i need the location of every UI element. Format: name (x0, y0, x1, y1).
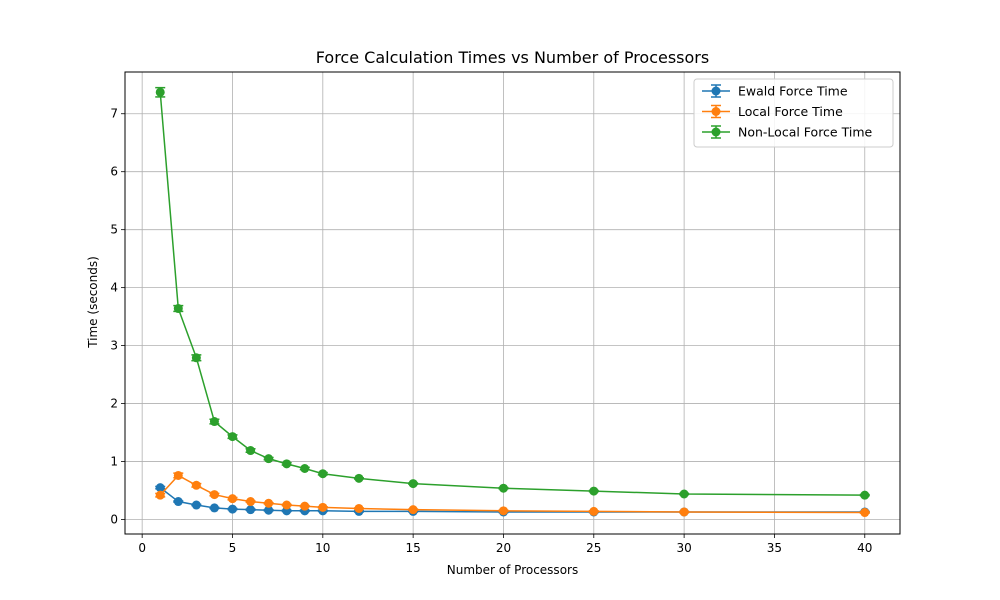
data-point (318, 502, 328, 512)
legend-box (693, 78, 894, 148)
data-point (264, 498, 274, 508)
data-point (860, 490, 870, 500)
legend-entry: Local Force Time (702, 104, 843, 119)
data-point (300, 501, 310, 511)
data-point (860, 508, 870, 518)
series-line (159, 474, 865, 514)
series-line (159, 92, 865, 496)
data-point (318, 469, 328, 479)
y-tick-label: 7 (110, 107, 118, 121)
data-point (173, 497, 183, 507)
legend-label: Ewald Force Time (738, 84, 848, 99)
data-point (589, 486, 599, 496)
legend-marker (711, 127, 721, 137)
data-point (191, 480, 201, 490)
data-point (264, 454, 274, 464)
series-2 (155, 86, 870, 500)
legend-label: Local Force Time (738, 104, 843, 119)
x-tick-label: 25 (586, 541, 601, 555)
data-point (246, 497, 256, 507)
chart-title: Force Calculation Times vs Number of Pro… (316, 48, 709, 67)
y-tick-label: 4 (110, 281, 118, 295)
data-point (264, 505, 274, 515)
x-tick-label: 15 (406, 541, 421, 555)
data-point (408, 505, 418, 515)
y-tick-label: 3 (110, 339, 118, 353)
y-tick-label: 2 (110, 397, 118, 411)
series-line (159, 487, 865, 513)
legend-label: Non-Local Force Time (738, 125, 872, 140)
data-point (354, 473, 364, 483)
data-point (679, 507, 689, 517)
legend-entry: Ewald Force Time (702, 84, 848, 99)
data-point (227, 494, 237, 504)
legend-entry: Non-Local Force Time (702, 125, 872, 140)
data-point (282, 500, 292, 510)
data-point (209, 417, 219, 427)
x-tick-label: 40 (857, 541, 872, 555)
x-tick-label: 35 (767, 541, 782, 555)
x-axis-label: Number of Processors (447, 563, 578, 577)
y-tick-label: 5 (110, 223, 118, 237)
data-point (173, 470, 183, 480)
y-tick-label: 6 (110, 165, 118, 179)
data-point (282, 459, 292, 469)
data-point (246, 505, 256, 515)
plot-frame (124, 71, 901, 535)
data-point (354, 503, 364, 513)
y-axis-label: Time (seconds) (86, 256, 100, 349)
data-point (173, 304, 183, 314)
x-tick-label: 10 (315, 541, 330, 555)
data-point (191, 500, 201, 510)
series-layer (155, 86, 870, 518)
data-point (227, 432, 237, 442)
data-point (498, 506, 508, 516)
data-point (155, 490, 165, 500)
x-tick-label: 5 (229, 541, 237, 555)
data-point (227, 504, 237, 514)
data-point (191, 353, 201, 363)
data-point (498, 483, 508, 493)
legend: Ewald Force Time Local Force Time Non-Loca… (693, 78, 894, 148)
x-tick-label: 30 (676, 541, 691, 555)
grid (125, 72, 900, 534)
series-1 (155, 470, 870, 518)
x-tick-label: 20 (496, 541, 511, 555)
data-point (155, 87, 165, 97)
data-point (679, 489, 689, 499)
data-point (209, 503, 219, 513)
data-point (155, 483, 165, 493)
axis-ticks: 0 5 10 15 20 25 30 35 40 0 1 2 3 4 5 6 7 (110, 107, 872, 555)
data-point (589, 506, 599, 516)
data-point (246, 446, 256, 456)
y-tick-label: 1 (110, 455, 118, 469)
x-tick-label: 0 (138, 541, 146, 555)
data-point (300, 463, 310, 473)
legend-marker (711, 86, 721, 96)
y-tick-label: 0 (110, 513, 118, 527)
legend-marker (711, 107, 721, 116)
data-point (209, 490, 219, 500)
data-point (408, 479, 418, 489)
